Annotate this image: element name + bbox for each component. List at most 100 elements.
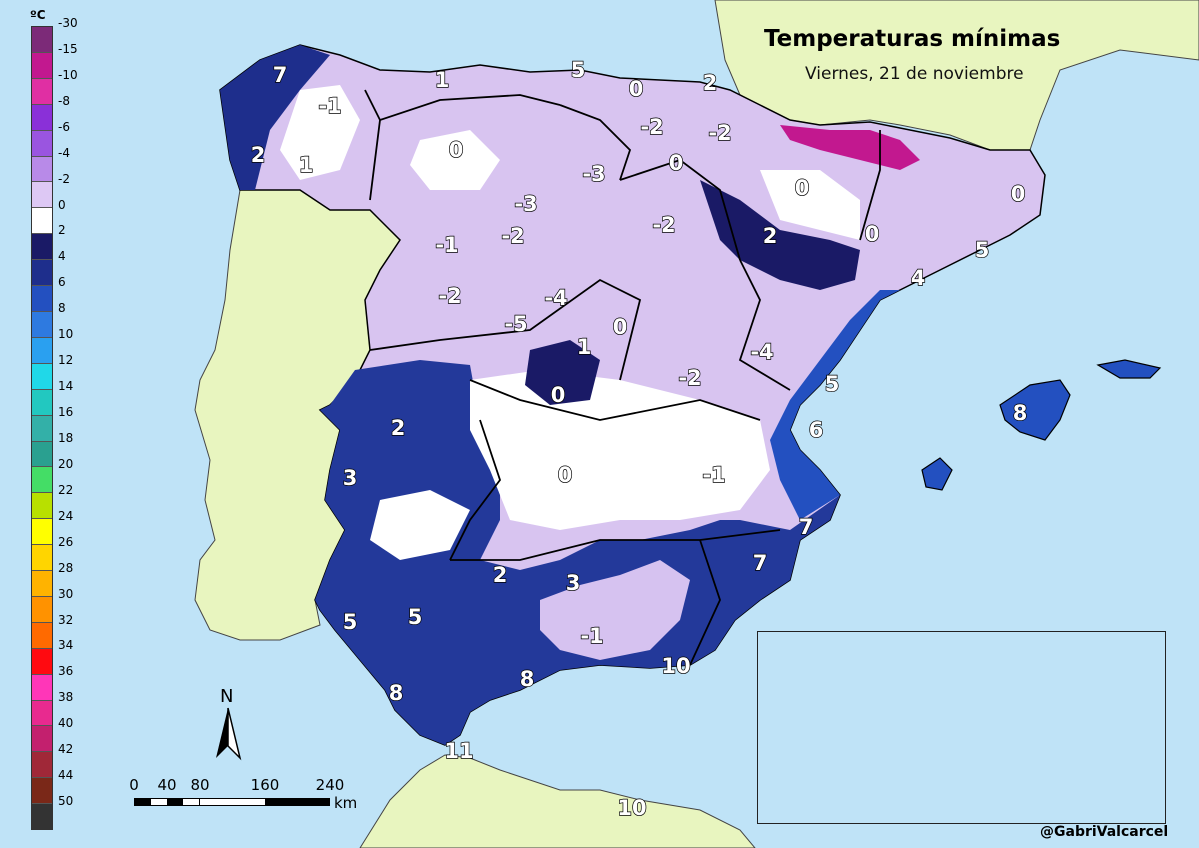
temp-value-guadalajara: 0: [612, 314, 628, 339]
legend-swatch: [32, 52, 52, 79]
legend-swatch: [32, 286, 52, 312]
temp-value-huesca: 0: [794, 175, 810, 200]
temp-value-lleida: 0: [864, 221, 880, 246]
temp-value-cordoba: 2: [492, 562, 508, 587]
temp-value-zamora: -1: [435, 232, 460, 257]
temp-value-malaga: 8: [519, 666, 535, 691]
legend-swatch: [32, 130, 52, 157]
north-arrow-icon: [216, 707, 242, 761]
temp-value-palencia: -3: [514, 191, 539, 216]
legend-swatch: [32, 182, 52, 209]
temp-value-alava: -2: [640, 114, 665, 139]
scale-tick-40: 40: [157, 776, 177, 794]
temp-value-segovia: -4: [544, 285, 569, 310]
south-white-patch: [370, 490, 470, 560]
catalonia-white: [760, 170, 860, 240]
legend-swatch: [32, 311, 52, 338]
legend-swatch: [32, 208, 52, 235]
ebro-valley: [700, 180, 860, 290]
legend-label: 34: [58, 638, 74, 653]
legend-label: 40: [58, 716, 74, 731]
legend-label: 22: [58, 482, 74, 497]
temperature-legend: ºC -30 -15 -10 -8 -6 -4 -2 0 2 4 6 8 10 12 14 16 18 20 22 2…: [0, 0, 90, 848]
temp-value-salamanca: -2: [438, 283, 463, 308]
legend-swatch: [32, 363, 52, 390]
granada-cold: [540, 560, 690, 660]
temp-value-cadiz: 8: [388, 680, 404, 705]
temp-value-castellon: 5: [824, 371, 840, 396]
legend-label: -10: [58, 67, 78, 82]
temp-value-granada: -1: [580, 623, 605, 648]
menorca: [1096, 359, 1162, 379]
legend-label: 6: [58, 275, 66, 290]
temp-value-madrid: 1: [576, 334, 592, 359]
region-borders: [364, 89, 881, 666]
legend-swatch: [32, 674, 52, 701]
legend-label: 28: [58, 560, 74, 575]
legend-swatch: [32, 104, 52, 131]
temp-value-basque-east: 2: [702, 70, 718, 95]
legend-swatch: [32, 415, 52, 442]
temp-value-valencia: 6: [808, 417, 824, 442]
scale-tick-240: 240: [315, 776, 345, 794]
temp-value-almeria: 10: [661, 653, 692, 678]
east-coast-warm: [770, 290, 900, 520]
legend-label: -4: [58, 145, 70, 160]
temp-value-cuenca: -2: [678, 365, 703, 390]
canary-inset-frame: [757, 631, 1166, 824]
legend-label: 12: [58, 353, 74, 368]
temp-value-jaen: 3: [565, 570, 581, 595]
temp-value-valladolid: -2: [501, 223, 526, 248]
legend-label: -2: [58, 171, 70, 186]
temp-value-ourense: 1: [298, 152, 314, 177]
legend-label: 14: [58, 379, 74, 394]
legend-label: 44: [58, 768, 74, 783]
author-credit: @GabriValcarcel: [1040, 824, 1169, 840]
legend-label: -8: [58, 93, 70, 108]
temp-value-girona: 0: [1010, 181, 1026, 206]
legend-label: 10: [58, 327, 74, 342]
legend-swatch: [32, 467, 52, 494]
legend-label: 8: [58, 301, 66, 316]
legend-label: 42: [58, 742, 74, 757]
scale-segments: [134, 798, 330, 806]
temp-value-barcelona: 5: [974, 237, 990, 262]
temp-value-murcia: 7: [752, 550, 768, 575]
map-title: Temperaturas mínimas: [764, 26, 1061, 52]
legend-swatch: [32, 622, 52, 649]
galicia-warm: [220, 45, 330, 190]
temp-value-navarra: -2: [708, 120, 733, 145]
legend-label: 4: [58, 249, 66, 264]
temp-value-alicante: 7: [798, 514, 814, 539]
temp-value-asturias: 1: [434, 67, 450, 92]
legend-swatch: [32, 519, 52, 546]
temp-value-tarifa: 11: [444, 738, 475, 763]
temp-value-cantabria: 5: [570, 57, 586, 82]
scale-unit: km: [334, 794, 358, 812]
legend-swatch: [32, 700, 52, 727]
temp-value-la-rioja: 0: [668, 150, 684, 175]
legend-label: 24: [58, 508, 74, 523]
legend-swatch: [32, 234, 52, 261]
temp-value-mallorca: 8: [1012, 400, 1028, 425]
legend-swatch: [32, 441, 52, 468]
temp-value-galicia-west: 2: [250, 142, 266, 167]
temp-value-teruel: -4: [750, 339, 775, 364]
map-subtitle: Viernes, 21 de noviembre: [805, 64, 1024, 84]
legend-label: -6: [58, 119, 70, 134]
temp-value-basque-coast: 0: [628, 76, 644, 101]
scale-tick-80: 80: [190, 776, 210, 794]
temp-value-huelva: 5: [342, 609, 358, 634]
ibiza: [921, 457, 953, 491]
temp-value-tarragona: 4: [910, 265, 926, 290]
southwest-warm-zone: [315, 360, 840, 745]
legend-label: 50: [58, 794, 74, 809]
galicia-white: [280, 85, 360, 180]
legend-swatch: [32, 804, 52, 830]
legend-swatch: [32, 27, 52, 53]
legend-label: 30: [58, 586, 74, 601]
temp-value-caceres: 2: [390, 415, 406, 440]
temp-value-sevilla: 5: [407, 604, 423, 629]
